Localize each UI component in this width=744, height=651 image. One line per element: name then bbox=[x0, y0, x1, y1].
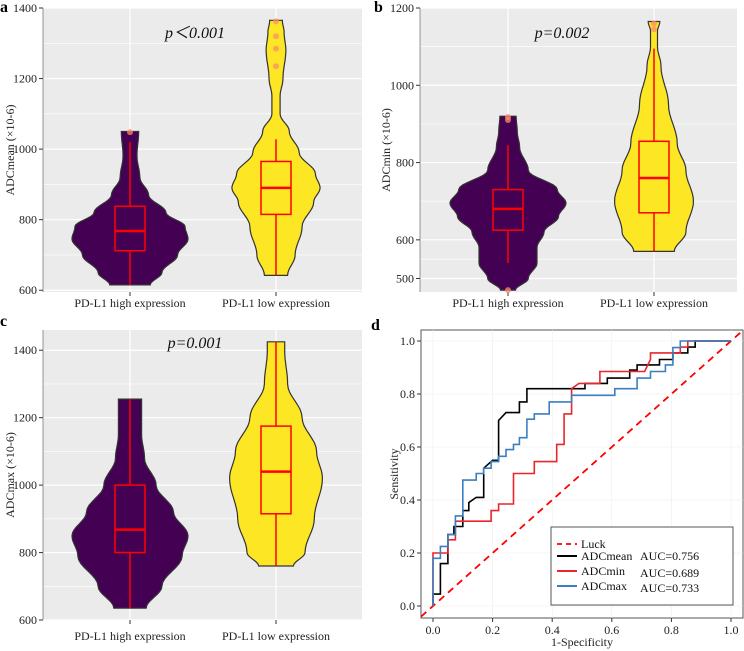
legend-label-luck: Luck bbox=[581, 537, 606, 551]
x-tick-label: 0.4 bbox=[545, 623, 560, 637]
legend-box bbox=[550, 526, 734, 606]
y-tick-label: 500 bbox=[396, 271, 414, 285]
x-tick-label: PD-L1 high expression bbox=[452, 296, 563, 310]
outlier-point bbox=[127, 129, 133, 136]
x-tick-label: PD-L1 low expression bbox=[222, 296, 330, 310]
y-tick-label: 600 bbox=[396, 233, 414, 247]
x-tick-label: 0.8 bbox=[664, 623, 679, 637]
x-tick-label: PD-L1 low expression bbox=[600, 296, 708, 310]
y-tick-label: 1200 bbox=[13, 411, 37, 425]
y-tick-label: 800 bbox=[19, 546, 37, 560]
p-value-annotation: p=0.002 bbox=[534, 25, 590, 42]
legend-auc-adcmin: AUC=0.689 bbox=[640, 566, 699, 580]
outlier-point bbox=[273, 33, 279, 40]
y-tick-label: 1000 bbox=[13, 142, 37, 156]
y-tick-label: 0.8 bbox=[400, 387, 415, 401]
y-tick-label: 1.0 bbox=[400, 334, 415, 348]
roc-curve-adcmax bbox=[432, 340, 731, 606]
panel-b: 500 600 800 1000 1200 PD-L1 high expression PD… bbox=[374, 0, 737, 310]
outlier-point bbox=[273, 45, 279, 52]
p-value-annotation: p=0.001 bbox=[167, 335, 223, 352]
x-tick-label: PD-L1 high expression bbox=[74, 629, 185, 643]
x-tick-label: 0.2 bbox=[485, 623, 500, 637]
y-tick-label: 1400 bbox=[13, 343, 37, 357]
box bbox=[114, 205, 146, 252]
y-tick-label: 0.0 bbox=[400, 599, 415, 613]
outlier-point bbox=[651, 20, 657, 27]
y-tick-label: 1000 bbox=[13, 478, 37, 492]
x-tick-label: 0.0 bbox=[426, 623, 441, 637]
legend-auc-adcmean: AUC=0.756 bbox=[640, 549, 699, 563]
legend-label-adcmax: ADCmax bbox=[581, 579, 627, 593]
y-tick-label: 1200 bbox=[13, 72, 37, 86]
y-axis-label: ADCmean (×10-6) bbox=[3, 104, 17, 195]
panel-label: b bbox=[374, 0, 383, 16]
legend-label-adcmean: ADCmean bbox=[581, 549, 632, 563]
x-axis-label: 1-Specificity bbox=[551, 635, 613, 649]
y-tick-label: 0.4 bbox=[400, 493, 415, 507]
y-tick-label: 0.6 bbox=[400, 440, 415, 454]
plot-background bbox=[420, 8, 737, 292]
x-tick-label: 0.6 bbox=[604, 623, 619, 637]
outlier-point bbox=[273, 18, 279, 25]
panel-label: d bbox=[371, 317, 380, 334]
x-tick-label: PD-L1 high expression bbox=[74, 296, 185, 310]
panel-a: 600 800 1000 1200 1400 PD-L1 high expression P… bbox=[0, 0, 362, 310]
y-tick-label: 1000 bbox=[390, 78, 414, 92]
y-tick-label: 800 bbox=[396, 156, 414, 170]
y-axis-label: Sensitivity bbox=[387, 448, 401, 499]
box bbox=[260, 425, 292, 515]
outlier-point bbox=[651, 26, 657, 33]
y-tick-label: 1400 bbox=[13, 1, 37, 15]
panel-label: c bbox=[0, 313, 7, 330]
y-tick-label: 0.2 bbox=[400, 546, 415, 560]
panel-label: a bbox=[0, 0, 8, 16]
x-tick-label: 1.0 bbox=[724, 623, 739, 637]
p-value-annotation: p＜0.001 bbox=[164, 25, 225, 42]
panel-c: 600 800 1000 1200 1400 PD-L1 high expression P… bbox=[0, 313, 362, 643]
y-tick-label: 600 bbox=[19, 283, 37, 297]
y-axis-label: ADCmax (×10-6) bbox=[3, 432, 17, 518]
box bbox=[114, 484, 146, 554]
outlier-point bbox=[273, 63, 279, 70]
y-tick-label: 800 bbox=[19, 213, 37, 227]
y-axis-label: ADCmin (×10-6) bbox=[379, 108, 393, 192]
y-tick-label: 600 bbox=[19, 613, 37, 627]
roc-curve-adcmean bbox=[432, 340, 731, 606]
legend-label-adcmin: ADCmin bbox=[581, 564, 625, 578]
legend-auc-adcmax: AUC=0.733 bbox=[640, 581, 699, 595]
y-tick-label: 1200 bbox=[390, 1, 414, 15]
outlier-point bbox=[505, 113, 511, 120]
panel-d: 0.0 0.0 0.2 0.2 0.4 0.4 0.6 0.6 0.8 0.8 1.0 1.0 Luck… bbox=[371, 317, 744, 649]
x-tick-label: PD-L1 low expression bbox=[222, 629, 330, 643]
outlier-point bbox=[505, 287, 511, 294]
